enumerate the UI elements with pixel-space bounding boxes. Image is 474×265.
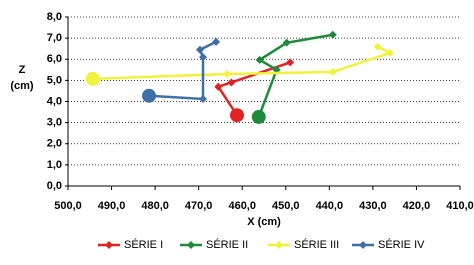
point: [255, 55, 264, 64]
x-tick-label: 440,0: [316, 200, 344, 212]
x-tick-label: 490,0: [98, 200, 126, 212]
point: [195, 45, 204, 54]
series-line: [257, 33, 334, 118]
legend-marker: [359, 241, 367, 249]
start-point: [251, 109, 266, 124]
x-tick-label: 480,0: [141, 200, 169, 212]
series-line: [92, 45, 394, 81]
y-axis-label: (cm): [10, 80, 34, 92]
x-tick-label: 430,0: [359, 200, 387, 212]
legend-label: SÉRIE III: [294, 238, 339, 251]
y-tick-label: 8,0: [47, 11, 62, 23]
y-tick-label: 1,0: [47, 159, 62, 171]
legend-item: SÉRIE I: [98, 238, 163, 251]
x-axis-label: X (cm): [247, 216, 281, 228]
y-tick-label: 6,0: [47, 53, 62, 65]
series-line: [148, 40, 217, 101]
point: [385, 48, 394, 57]
legend-item: SÉRIE II: [180, 238, 248, 251]
y-axis-label: Z: [19, 64, 26, 76]
point: [282, 38, 291, 47]
legend-marker: [105, 241, 113, 249]
point: [222, 70, 231, 79]
x-tick-label: 460,0: [228, 200, 256, 212]
point: [328, 67, 337, 76]
y-tick-label: 5,0: [47, 74, 62, 86]
point: [212, 37, 221, 46]
start-point: [142, 88, 157, 103]
y-tick-label: 3,0: [47, 117, 62, 129]
legend-marker: [275, 241, 283, 249]
start-point: [229, 108, 244, 123]
x-tick-label: 470,0: [185, 200, 213, 212]
point: [227, 78, 236, 87]
x-tick-label: 410,0: [446, 200, 474, 212]
y-tick-label: 7,0: [47, 32, 62, 44]
point: [199, 94, 208, 103]
legend-item: SÉRIE IV: [352, 238, 425, 251]
point: [286, 58, 295, 67]
legend-marker: [187, 241, 195, 249]
x-tick-label: 420,0: [403, 200, 431, 212]
x-tick-label: 450,0: [272, 200, 300, 212]
point: [199, 53, 208, 62]
legend-item: SÉRIE III: [268, 238, 339, 251]
legend-label: SÉRIE IV: [378, 238, 425, 251]
x-tick-label: 500,0: [54, 200, 82, 212]
y-tick-label: 4,0: [47, 95, 62, 107]
point: [328, 30, 337, 39]
start-point: [85, 71, 100, 86]
y-tick-label: 2,0: [47, 138, 62, 150]
y-tick-label: 0,0: [47, 180, 62, 192]
legend-label: SÉRIE I: [124, 238, 163, 251]
point: [373, 42, 382, 51]
point: [214, 82, 223, 91]
legend-label: SÉRIE II: [206, 238, 248, 251]
